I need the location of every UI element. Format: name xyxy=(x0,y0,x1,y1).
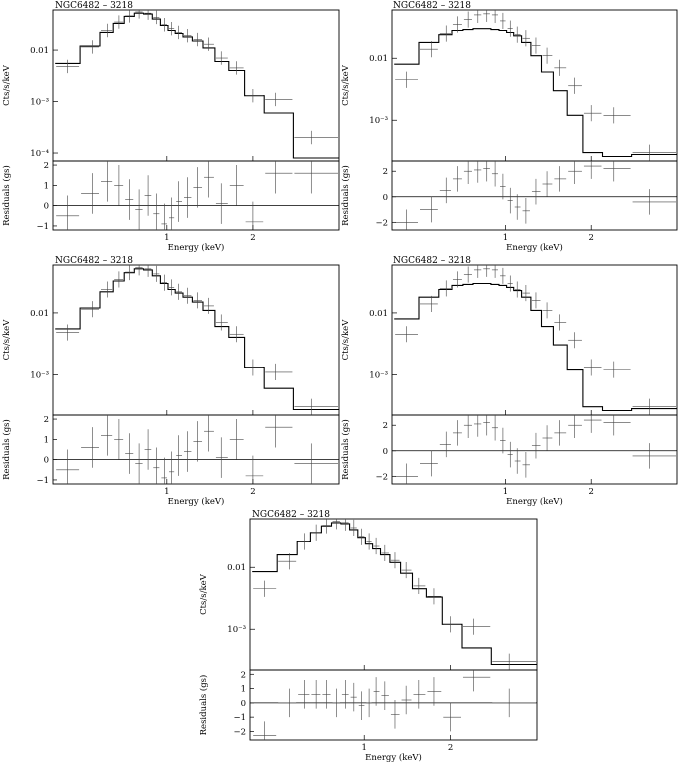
residual-y-tick-label: 2 xyxy=(383,167,388,177)
spectrum-y-axis-label: Cts/s/keV xyxy=(341,319,351,361)
spectrum-y-tick-label: 10⁻³ xyxy=(30,371,49,381)
x-tick-label: 1 xyxy=(503,487,508,497)
spectrum-frame xyxy=(391,264,678,416)
x-axis-label: Energy (keV) xyxy=(168,242,225,253)
spectrum-frame xyxy=(52,9,340,162)
residual-y-tick-label: 2 xyxy=(241,670,246,680)
residual-y-axis-label: Residuals (gs) xyxy=(1,419,12,480)
spectrum-panel-5: NGC6482 – 3218 0.01 10⁻³ 2 1 0 −1 −2 1 2 Energy (k… xyxy=(198,510,538,762)
spectrum-panel-3: NGC6482 – 3218 0.01 10⁻³ 2 1 0 −1 1 2 Energy (keV… xyxy=(1,256,340,507)
panel-title: NGC6482 – 3218 xyxy=(55,1,133,11)
spectrum-y-tick-label: 10⁻⁴ xyxy=(30,149,49,159)
model-step-line xyxy=(394,28,677,158)
spectrum-panel-2: NGC6482 – 3218 0.01 10⁻³ 2 0 −2 1 2 Energy (keV)… xyxy=(340,1,678,253)
residual-y-tick-label: 0 xyxy=(44,456,49,466)
residual-frame xyxy=(391,414,678,485)
residual-y-tick-label: −1 xyxy=(233,713,246,723)
residual-y-axis-label: Residuals (gs) xyxy=(1,165,12,226)
residual-y-tick-label: 0 xyxy=(383,447,388,457)
spectrum-y-tick-label: 0.01 xyxy=(30,309,49,319)
spectrum-panel-1: NGC6482 – 3218 0.01 10⁻³ 10⁻⁴ 2 1 0 −1 1 2 Energy … xyxy=(1,1,340,253)
residual-frame xyxy=(52,160,340,231)
residual-y-tick-label: 0 xyxy=(44,202,49,212)
x-tick-label: 1 xyxy=(164,487,169,497)
spectrum-y-axis-label: Cts/s/keV xyxy=(199,573,209,615)
panel-title: NGC6482 – 3218 xyxy=(252,510,330,520)
spectrum-frame xyxy=(391,9,678,162)
x-axis-label: Energy (keV) xyxy=(506,242,563,253)
spectrum-y-tick-label: 10⁻³ xyxy=(227,625,246,635)
x-tick-label: 2 xyxy=(588,233,593,243)
spectrum-panel-4: NGC6482 – 3218 0.01 10⁻³ 2 0 −2 1 2 Energy (keV)… xyxy=(340,256,678,507)
residual-y-tick-label: 0 xyxy=(241,699,246,709)
residual-y-tick-label: 1 xyxy=(44,435,49,445)
residual-y-axis-label: Residuals (gs) xyxy=(340,419,351,480)
model-step-line xyxy=(55,268,339,411)
spectrum-y-tick-label: 0.01 xyxy=(30,46,49,56)
residual-y-tick-label: −1 xyxy=(36,476,49,486)
spectrum-y-axis-label: Cts/s/keV xyxy=(2,64,12,106)
model-step-line xyxy=(394,282,677,412)
residual-y-tick-label: −2 xyxy=(375,218,388,228)
spectrum-y-tick-label: 10⁻³ xyxy=(30,98,49,108)
residual-y-axis-label: Residuals (gs) xyxy=(340,165,351,226)
panel-title: NGC6482 – 3218 xyxy=(393,256,471,266)
model-step-line xyxy=(55,12,339,159)
panel-title: NGC6482 – 3218 xyxy=(55,256,133,266)
residual-y-tick-label: −2 xyxy=(375,472,388,482)
spectrum-y-tick-label: 0.01 xyxy=(369,309,388,319)
spectrum-y-tick-label: 10⁻³ xyxy=(369,371,388,381)
residual-y-axis-label: Residuals (gs) xyxy=(198,675,209,736)
spectrum-y-axis-label: Cts/s/keV xyxy=(2,319,12,361)
x-axis-label: Energy (keV) xyxy=(168,496,225,507)
residual-frame xyxy=(391,160,678,231)
residual-y-tick-label: 1 xyxy=(44,181,49,191)
residual-y-tick-label: 2 xyxy=(383,421,388,431)
residual-y-tick-label: 1 xyxy=(241,685,246,695)
x-axis-label: Energy (keV) xyxy=(506,496,563,507)
x-tick-label: 2 xyxy=(250,487,255,497)
x-axis-label: Energy (keV) xyxy=(365,752,422,762)
spectrum-frame xyxy=(249,518,538,671)
residual-y-tick-label: −2 xyxy=(233,727,246,737)
model-step-line xyxy=(252,522,537,666)
residual-frame xyxy=(52,414,340,485)
spectrum-y-tick-label: 10⁻³ xyxy=(369,116,388,126)
x-tick-label: 1 xyxy=(361,743,366,753)
spectrum-frame xyxy=(52,264,340,416)
residual-y-tick-label: −1 xyxy=(36,222,49,232)
x-tick-label: 2 xyxy=(250,233,255,243)
panel-title: NGC6482 – 3218 xyxy=(393,1,471,11)
x-tick-label: 1 xyxy=(164,233,169,243)
residual-y-tick-label: 2 xyxy=(44,415,49,425)
residual-frame xyxy=(249,669,538,741)
x-tick-label: 1 xyxy=(503,233,508,243)
residual-y-tick-label: 0 xyxy=(383,193,388,203)
x-tick-label: 2 xyxy=(588,487,593,497)
residual-y-tick-label: 2 xyxy=(44,161,49,171)
spectrum-y-tick-label: 0.01 xyxy=(369,54,388,64)
x-tick-label: 2 xyxy=(448,743,453,753)
spectrum-y-tick-label: 0.01 xyxy=(227,563,246,573)
spectrum-y-axis-label: Cts/s/keV xyxy=(341,64,351,106)
